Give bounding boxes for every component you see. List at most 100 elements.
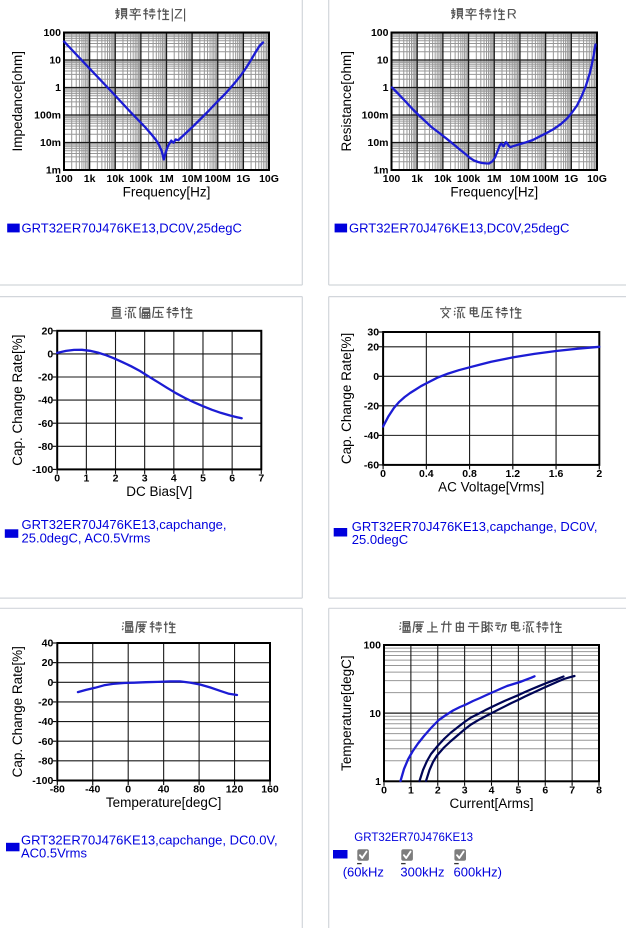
svg-text:20: 20	[367, 341, 379, 353]
svg-text:3: 3	[462, 784, 468, 796]
svg-text:Frequency[Hz]: Frequency[Hz]	[123, 185, 211, 200]
svg-text:100m: 100m	[34, 110, 61, 122]
svg-text:AC Voltage[Vrms]: AC Voltage[Vrms]	[438, 479, 544, 494]
svg-text:1: 1	[55, 82, 61, 94]
svg-text:1.2: 1.2	[506, 468, 521, 480]
svg-text:7: 7	[258, 472, 264, 484]
svg-text:1k: 1k	[84, 173, 96, 185]
svg-text:25.0degC, AC0.5Vrms: 25.0degC, AC0.5Vrms	[22, 530, 151, 545]
svg-text:20: 20	[42, 657, 54, 669]
svg-text:10: 10	[377, 55, 389, 67]
svg-text:-40: -40	[38, 395, 53, 407]
svg-text:0.4: 0.4	[419, 468, 434, 480]
svg-text:300kHz: 300kHz	[400, 865, 444, 880]
svg-text:100: 100	[371, 27, 389, 39]
svg-text:GRT32ER70J476KE13: GRT32ER70J476KE13	[354, 832, 473, 844]
svg-text:0: 0	[125, 784, 131, 796]
svg-text:-40: -40	[85, 784, 100, 796]
svg-text:Cap. Change Rate[%]: Cap. Change Rate[%]	[10, 646, 25, 777]
svg-text:2: 2	[596, 468, 602, 480]
svg-text:10G: 10G	[587, 173, 607, 185]
svg-text:10: 10	[369, 708, 381, 720]
svg-text:-100: -100	[32, 464, 53, 476]
svg-text:30: 30	[367, 327, 379, 339]
svg-text:4: 4	[171, 472, 177, 484]
svg-text:Current[Arms]: Current[Arms]	[449, 796, 533, 811]
svg-text:GRT32ER70J476KE13,capchange,: GRT32ER70J476KE13,capchange,	[22, 517, 227, 532]
svg-text:0: 0	[373, 371, 379, 383]
svg-text:20: 20	[42, 325, 54, 337]
svg-text:10M: 10M	[510, 173, 531, 185]
svg-text:-60: -60	[364, 460, 379, 472]
svg-text:4: 4	[489, 784, 495, 796]
svg-text:1: 1	[375, 776, 381, 788]
svg-text:0: 0	[381, 784, 387, 796]
svg-text:600kHz): 600kHz)	[454, 865, 502, 880]
svg-text:1G: 1G	[236, 173, 250, 185]
svg-text:0: 0	[47, 677, 53, 689]
svg-text:10G: 10G	[259, 173, 279, 185]
svg-text:25.0degC: 25.0degC	[352, 532, 408, 547]
svg-text:1.6: 1.6	[549, 468, 564, 480]
svg-text:1m: 1m	[46, 165, 61, 177]
svg-text:R: R	[507, 6, 517, 22]
svg-text:40: 40	[158, 784, 170, 796]
svg-text:Impedance[ohm]: Impedance[ohm]	[10, 51, 25, 152]
svg-text:0.8: 0.8	[462, 468, 477, 480]
svg-text:10m: 10m	[40, 137, 61, 149]
svg-text:-20: -20	[364, 400, 379, 412]
svg-text:10m: 10m	[367, 137, 388, 149]
svg-text:5: 5	[200, 472, 206, 484]
svg-text:-60: -60	[38, 418, 53, 430]
svg-text:-40: -40	[38, 716, 53, 728]
svg-text:160: 160	[261, 784, 279, 796]
svg-text:1M: 1M	[159, 173, 174, 185]
svg-text:-60: -60	[38, 736, 53, 748]
svg-text:6: 6	[542, 784, 548, 796]
svg-text:100k: 100k	[129, 173, 153, 185]
svg-text:0: 0	[47, 349, 53, 361]
svg-text:Cap. Change Rate[%]: Cap. Change Rate[%]	[339, 333, 354, 464]
svg-text:100: 100	[383, 173, 401, 185]
svg-text:100m: 100m	[362, 110, 389, 122]
svg-text:1: 1	[383, 82, 389, 94]
svg-text:10k: 10k	[434, 173, 452, 185]
svg-text:|Z|: |Z|	[171, 6, 187, 22]
svg-text:GRT32ER70J476KE13,DC0V,25degC: GRT32ER70J476KE13,DC0V,25degC	[349, 221, 569, 236]
svg-text:80: 80	[193, 784, 205, 796]
svg-text:Temperature[degC]: Temperature[degC]	[106, 795, 222, 810]
svg-text:7: 7	[569, 784, 575, 796]
svg-text:1G: 1G	[564, 173, 578, 185]
svg-text:1: 1	[408, 784, 414, 796]
svg-text:1k: 1k	[411, 173, 423, 185]
svg-text:-20: -20	[38, 372, 53, 384]
svg-text:GRT32ER70J476KE13,DC0V,25degC: GRT32ER70J476KE13,DC0V,25degC	[22, 221, 242, 236]
svg-text:10k: 10k	[106, 173, 124, 185]
svg-text:GRT32ER70J476KE13,capchange, D: GRT32ER70J476KE13,capchange, DC0.0V,	[21, 832, 278, 847]
svg-text:DC Bias[V]: DC Bias[V]	[126, 484, 192, 499]
svg-text:5: 5	[515, 784, 521, 796]
svg-text:-20: -20	[38, 697, 53, 709]
svg-text:40: 40	[42, 638, 54, 650]
svg-text:100M: 100M	[205, 173, 232, 185]
svg-text:Frequency[Hz]: Frequency[Hz]	[450, 185, 538, 200]
svg-text:6: 6	[229, 472, 235, 484]
svg-text:8: 8	[596, 784, 602, 796]
svg-text:3: 3	[142, 472, 148, 484]
svg-text:1: 1	[83, 472, 89, 484]
svg-text:(60kHz: (60kHz	[343, 865, 384, 880]
svg-text:1m: 1m	[373, 165, 388, 177]
svg-text:100: 100	[43, 27, 61, 39]
svg-text:-80: -80	[38, 755, 53, 767]
svg-text:Temperature[degC]: Temperature[degC]	[339, 655, 354, 771]
svg-text:Resistance[ohm]: Resistance[ohm]	[339, 51, 354, 152]
svg-text:GRT32ER70J476KE13,capchange, D: GRT32ER70J476KE13,capchange, DC0V,	[352, 519, 598, 534]
svg-text:-80: -80	[38, 441, 53, 453]
svg-text:10M: 10M	[182, 173, 203, 185]
svg-text:-80: -80	[50, 784, 65, 796]
svg-text:-40: -40	[364, 430, 379, 442]
svg-text:120: 120	[226, 784, 244, 796]
svg-text:-100: -100	[32, 775, 53, 787]
svg-text:0: 0	[380, 468, 386, 480]
svg-text:100: 100	[55, 173, 73, 185]
